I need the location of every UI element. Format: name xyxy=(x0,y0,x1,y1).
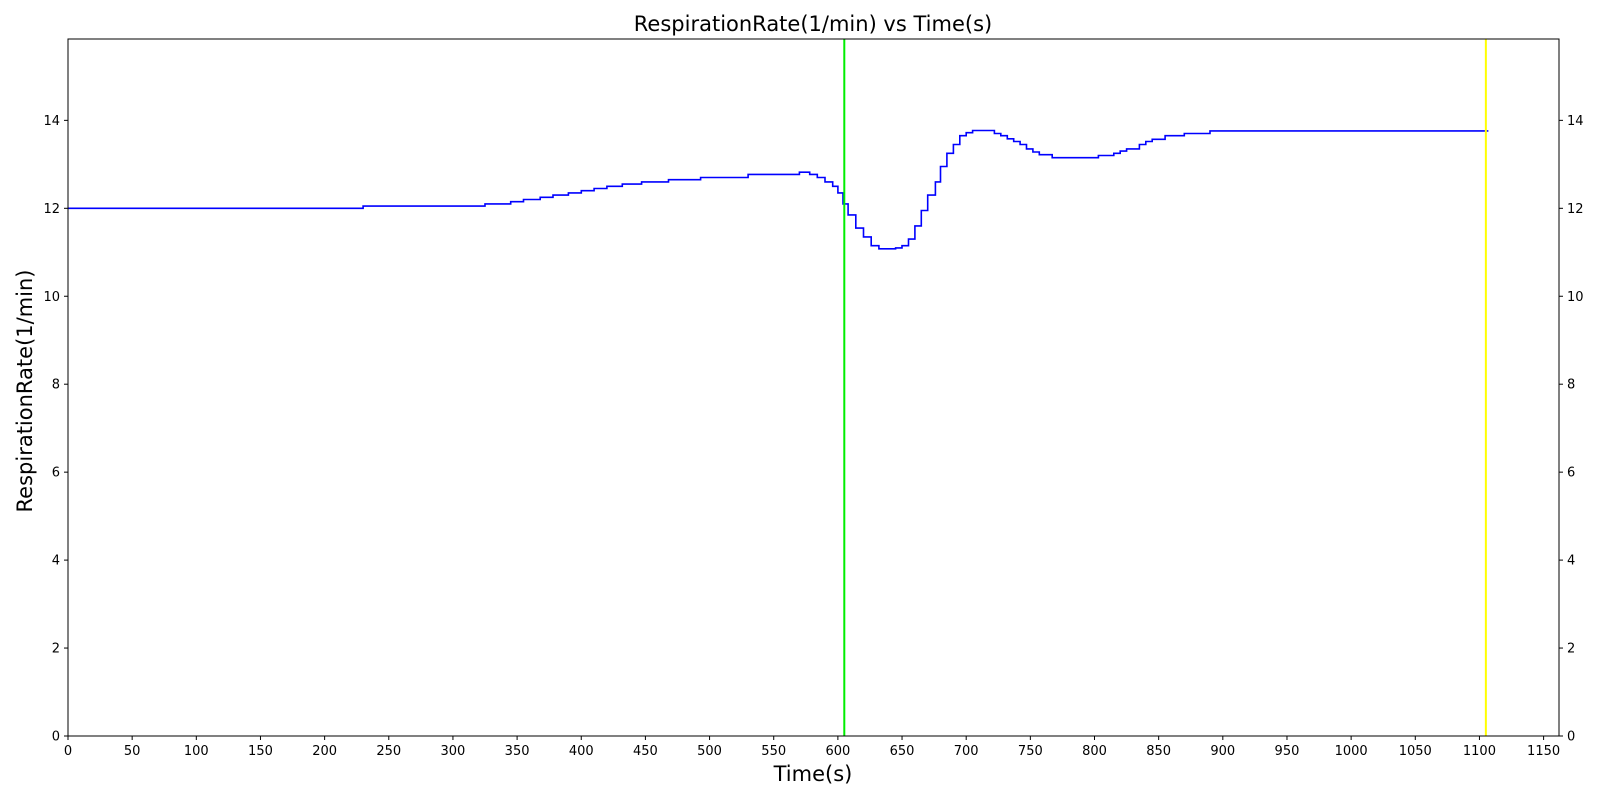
y-tick-label-left: 2 xyxy=(52,642,60,657)
y-tick-label-right: 2 xyxy=(1567,642,1575,657)
x-tick-label: 800 xyxy=(1082,744,1107,759)
y-tick-label-left: 14 xyxy=(43,114,60,129)
x-tick-label: 200 xyxy=(312,744,337,759)
y-tick-label-left: 0 xyxy=(52,730,60,745)
x-tick-label: 550 xyxy=(761,744,786,759)
x-tick-label: 1100 xyxy=(1463,744,1496,759)
x-tick-label: 850 xyxy=(1146,744,1171,759)
y-tick-label-right: 4 xyxy=(1567,554,1575,569)
x-tick-label: 350 xyxy=(505,744,530,759)
plot-area xyxy=(68,39,1489,736)
x-tick-label: 50 xyxy=(124,744,141,759)
x-tick-label: 700 xyxy=(954,744,979,759)
x-tick-label: 0 xyxy=(64,744,72,759)
x-tick-label: 450 xyxy=(633,744,658,759)
x-tick-label: 1000 xyxy=(1335,744,1368,759)
series-line-0 xyxy=(68,129,1489,250)
y-tick-label-right: 14 xyxy=(1567,114,1584,129)
x-axis-label: Time(s) xyxy=(773,762,853,786)
x-tick-label: 600 xyxy=(825,744,850,759)
x-tick-label: 900 xyxy=(1210,744,1235,759)
x-tick-label: 300 xyxy=(441,744,466,759)
x-tick-label: 500 xyxy=(697,744,722,759)
x-tick-label: 150 xyxy=(248,744,273,759)
y-tick-label-left: 6 xyxy=(52,466,60,481)
y-tick-label-left: 12 xyxy=(43,202,60,217)
y-tick-label-right: 6 xyxy=(1567,466,1575,481)
y-axis-label: RespirationRate(1/min) xyxy=(13,270,37,513)
y-tick-label-right: 12 xyxy=(1567,202,1584,217)
y-tick-label-left: 8 xyxy=(52,378,60,393)
axis-ticks: 0 50 100 150 200 250 300 350 400 450 500 550 600 650 7… xyxy=(43,114,1583,759)
y-tick-label-left: 4 xyxy=(52,554,60,569)
x-tick-label: 1050 xyxy=(1399,744,1432,759)
x-tick-label: 950 xyxy=(1275,744,1300,759)
chart-title: RespirationRate(1/min) vs Time(s) xyxy=(634,12,992,36)
x-tick-label: 250 xyxy=(376,744,401,759)
y-tick-label-right: 8 xyxy=(1567,378,1575,393)
x-tick-label: 400 xyxy=(569,744,594,759)
x-tick-label: 650 xyxy=(890,744,915,759)
x-tick-label: 100 xyxy=(184,744,209,759)
y-tick-label-left: 10 xyxy=(43,290,60,305)
x-tick-label: 750 xyxy=(1018,744,1043,759)
plot-frame xyxy=(67,38,1560,737)
y-tick-label-right: 10 xyxy=(1567,290,1584,305)
x-tick-label: 1150 xyxy=(1527,744,1560,759)
y-tick-label-right: 0 xyxy=(1567,730,1575,745)
